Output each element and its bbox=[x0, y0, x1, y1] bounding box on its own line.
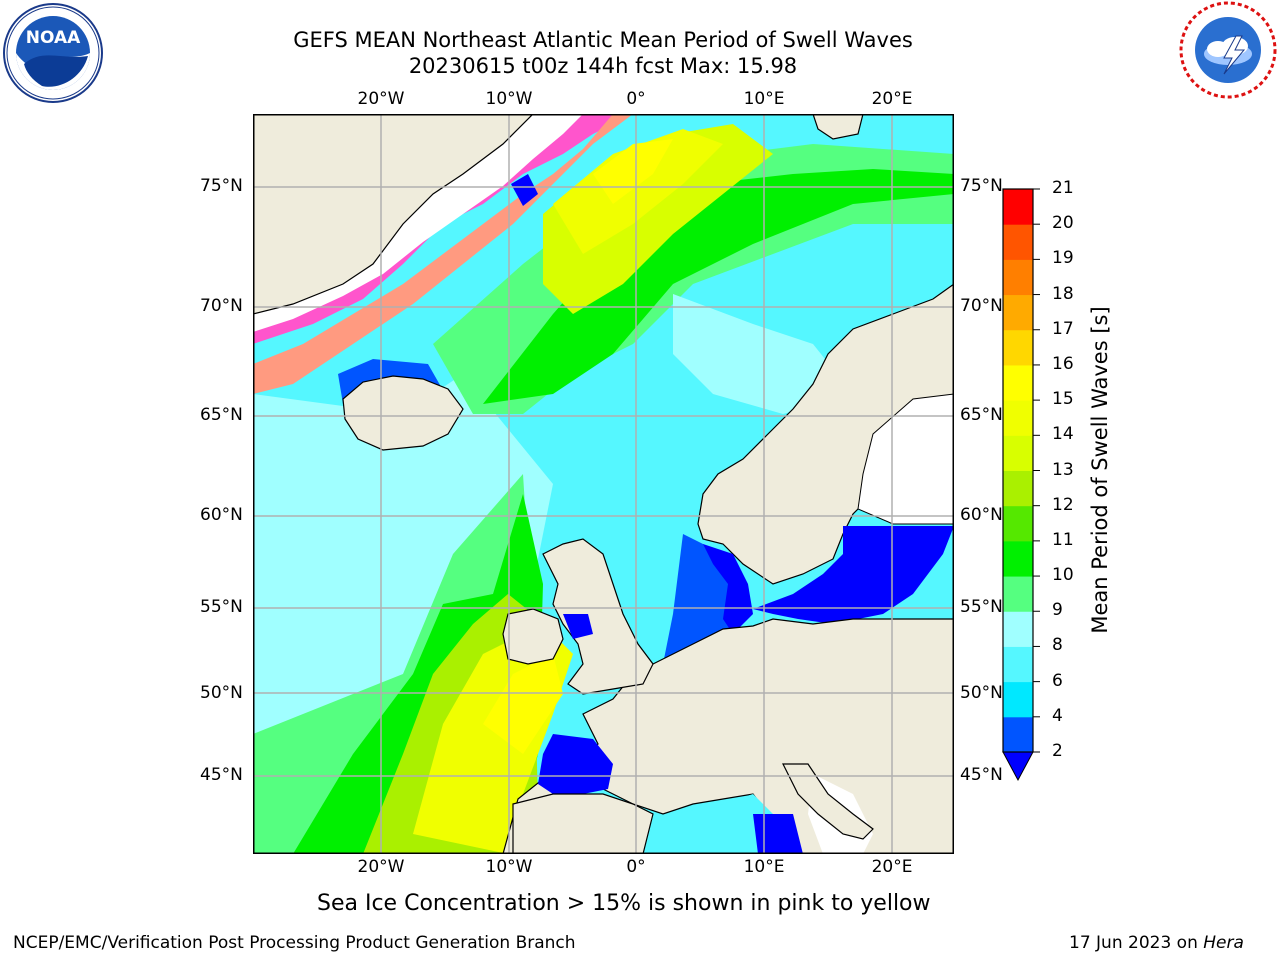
colorbar-tick-label: 6 bbox=[1052, 670, 1063, 691]
map-frame bbox=[253, 114, 954, 854]
colorbar-segment bbox=[1003, 364, 1033, 401]
footer-host: Hera bbox=[1203, 933, 1244, 953]
colorbar-segment bbox=[1003, 611, 1033, 647]
colorbar-tick-label: 19 bbox=[1052, 248, 1074, 269]
lat-label-left-70n: 70°N bbox=[200, 296, 243, 316]
lon-label-top-10e: 10°E bbox=[743, 89, 785, 109]
colorbar-segment bbox=[1003, 681, 1033, 718]
colorbar-segment bbox=[1003, 716, 1033, 753]
lat-label-left-75n: 75°N bbox=[200, 176, 243, 196]
lon-label-top-20w: 20°W bbox=[357, 89, 405, 109]
baltic-sea bbox=[753, 526, 954, 624]
map-panel bbox=[253, 114, 954, 854]
noaa-logo: NOAA bbox=[2, 2, 104, 104]
colorbar-tick-label: 13 bbox=[1052, 459, 1074, 480]
colorbar-tick-label: 2 bbox=[1052, 741, 1063, 761]
lat-label-right-50n: 50°N bbox=[960, 683, 1003, 703]
lat-label-left-45n: 45°N bbox=[200, 765, 243, 785]
colorbar-tick-label: 16 bbox=[1052, 353, 1074, 374]
iceland bbox=[342, 375, 464, 451]
lon-label-bottom-10e: 10°E bbox=[743, 857, 785, 877]
footer-date: 17 Jun 2023 on Hera bbox=[1069, 933, 1244, 953]
colorbar-segment bbox=[1003, 259, 1033, 296]
colorbar-tick-label: 10 bbox=[1052, 565, 1074, 586]
colorbar-tick-label: 14 bbox=[1052, 424, 1074, 445]
lon-label-bottom-10w: 10°W bbox=[485, 857, 533, 877]
lat-label-left-50n: 50°N bbox=[200, 683, 243, 703]
colorbar-tick-label: 20 bbox=[1052, 213, 1074, 234]
colorbar-segment bbox=[1003, 576, 1033, 612]
colorbar-segment bbox=[1003, 540, 1033, 577]
lon-label-top-10w: 10°W bbox=[485, 89, 533, 109]
swell-period-map bbox=[253, 114, 954, 854]
national-weather-service-logo bbox=[1178, 0, 1278, 100]
colorbar-segment bbox=[1003, 224, 1033, 260]
ireland bbox=[502, 608, 564, 665]
colorbar-tick-label: 15 bbox=[1052, 389, 1074, 410]
lat-label-right-65n: 65°N bbox=[960, 405, 1003, 425]
lat-label-right-55n: 55°N bbox=[960, 597, 1003, 617]
colorbar-tick-label: 18 bbox=[1052, 283, 1074, 304]
colorbar-segment bbox=[1003, 400, 1033, 436]
lon-label-top-20e: 20°E bbox=[871, 89, 913, 109]
lat-label-left-65n: 65°N bbox=[200, 405, 243, 425]
sea-ice-footnote: Sea Ice Concentration > 15% is shown in … bbox=[317, 891, 931, 916]
colorbar-tick-label: 8 bbox=[1052, 635, 1063, 656]
colorbar-segment bbox=[1003, 435, 1033, 471]
colorbar-tick-label: 12 bbox=[1052, 494, 1074, 515]
colorbar-segment bbox=[1003, 470, 1033, 507]
colorbar-tick-label: 4 bbox=[1052, 705, 1063, 726]
great-britain bbox=[542, 538, 654, 695]
graticule bbox=[253, 114, 954, 854]
colorbar-tick-label: 9 bbox=[1052, 600, 1063, 621]
map-title: GEFS MEAN Northeast Atlantic Mean Period… bbox=[293, 28, 913, 52]
lat-label-left-60n: 60°N bbox=[200, 505, 243, 525]
footer-credit: NCEP/EMC/Verification Post Processing Pr… bbox=[13, 933, 576, 953]
colorbar bbox=[1000, 186, 1060, 786]
lon-label-bottom-20w: 20°W bbox=[357, 857, 405, 877]
lon-label-bottom-20e: 20°E bbox=[871, 857, 913, 877]
colorbar-scale bbox=[1002, 188, 1040, 782]
colorbar-segment bbox=[1003, 189, 1033, 225]
lon-label-bottom-0: 0° bbox=[626, 857, 646, 877]
colorbar-tick-label: 17 bbox=[1052, 318, 1074, 339]
lat-label-right-75n: 75°N bbox=[960, 176, 1003, 196]
lat-label-right-70n: 70°N bbox=[960, 296, 1003, 316]
colorbar-tick-label: 11 bbox=[1052, 529, 1074, 550]
colorbar-segment bbox=[1003, 646, 1033, 683]
colorbar-tick-label: 21 bbox=[1052, 178, 1074, 198]
bay-of-biscay bbox=[538, 734, 613, 794]
colorbar-segment bbox=[1003, 294, 1033, 331]
lat-label-left-55n: 55°N bbox=[200, 597, 243, 617]
lat-label-right-60n: 60°N bbox=[960, 505, 1003, 525]
map-subtitle: 20230615 t00z 144h fcst Max: 15.98 bbox=[408, 54, 798, 78]
lat-label-right-45n: 45°N bbox=[960, 765, 1003, 785]
colorbar-segment bbox=[1003, 329, 1033, 366]
lon-label-top-0: 0° bbox=[626, 89, 646, 109]
footer-date-text: 17 Jun 2023 on bbox=[1069, 933, 1204, 953]
colorbar-segment bbox=[1003, 505, 1033, 542]
noaa-logo-text: NOAA bbox=[25, 28, 81, 48]
colorbar-title: Mean Period of Swell Waves [s] bbox=[1088, 306, 1112, 634]
